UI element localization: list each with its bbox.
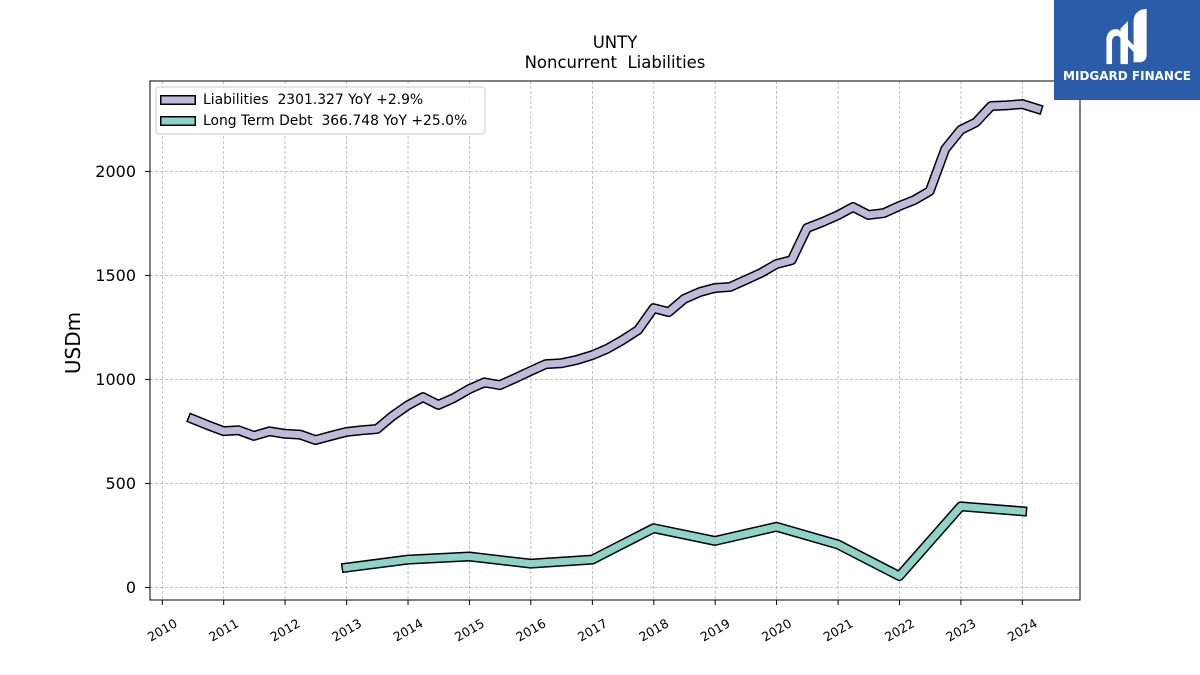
chart-title: UNTY — [593, 33, 638, 52]
y-tick-label: 500 — [105, 474, 136, 493]
axes-frame — [149, 80, 1081, 601]
series-line-liabilities — [188, 100, 1042, 444]
series-layer — [186, 99, 1044, 582]
logo-icon-middle-stroke — [1120, 21, 1128, 65]
y-axis: 0 500 1000 1500 2000 — [95, 162, 150, 597]
series-line-long-term-debt — [342, 502, 1026, 580]
chart-subtitle: Noncurrent Liabilities — [525, 53, 706, 72]
midgard-finance-logo-icon — [1106, 8, 1147, 65]
legend-box — [155, 86, 486, 135]
grid — [150, 81, 1080, 600]
legend-entry-liabilities: Liabilities 2301.327 YoY +2.9% — [160, 92, 423, 108]
legend-latest-value: 2301.327 — [277, 92, 343, 108]
y-tick-label: 1500 — [95, 266, 136, 285]
y-tick-label: 1000 — [95, 370, 136, 389]
y-axis-label: USDm — [61, 312, 85, 374]
legend-latest-value: 366.748 — [321, 113, 378, 129]
legend-label: Long Term Debt 366.748 YoY +25.0% — [203, 113, 467, 129]
y-tick-label: 0 — [126, 578, 136, 597]
midgard-finance-logo: MIDGARD FINANCE — [1054, 0, 1200, 100]
legend-entry-long-term-debt: Long Term Debt 366.748 YoY +25.0% — [160, 113, 467, 129]
logo-text: MIDGARD FINANCE — [1063, 69, 1191, 83]
logo-icon-left-stroke — [1106, 29, 1119, 65]
legend-label: Liabilities 2301.327 YoY +2.9% — [203, 92, 423, 108]
logo-icon-right-stroke — [1133, 8, 1147, 63]
legend-yoy: YoY +2.9% — [347, 92, 423, 108]
legend-series-name: Liabilities — [203, 92, 269, 108]
legend-yoy: YoY +25.0% — [382, 113, 467, 129]
y-tick-label: 2000 — [95, 162, 136, 181]
legend-series-name: Long Term Debt — [203, 113, 313, 129]
legend: Liabilities 2301.327 YoY +2.9% Long Term … — [155, 86, 486, 135]
